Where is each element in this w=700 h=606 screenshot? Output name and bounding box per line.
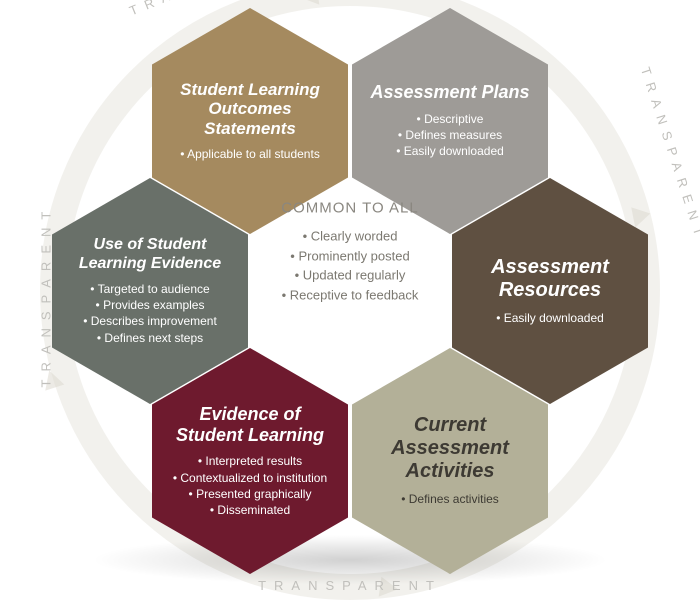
hex-bullet: Interpreted results xyxy=(173,453,327,469)
hex-title: Assessment Plans xyxy=(370,82,529,103)
hex-title: Current Assessment Activities xyxy=(370,414,530,483)
center-bullet: Clearly worded xyxy=(265,227,435,247)
hex-bullet: Defines next steps xyxy=(83,330,217,346)
hex-bullet: Describes improvement xyxy=(83,313,217,329)
center-bullet: Prominently posted xyxy=(265,246,435,266)
hex-bullets: Applicable to all students xyxy=(180,146,320,162)
hex-title: Assessment Resources xyxy=(470,256,630,302)
hex-bullet: Targeted to audience xyxy=(83,281,217,297)
hex-title: Evidence of Student Learning xyxy=(170,404,330,445)
hex-bullet: Easily downloaded xyxy=(496,310,604,326)
ring-label-left: TRANSPARENT xyxy=(39,204,54,388)
hex-bullets: Defines activities xyxy=(401,491,499,507)
hex-bullets: Easily downloaded xyxy=(496,310,604,326)
center-common-to-all: COMMON TO ALL Clearly worded Prominently… xyxy=(265,200,435,305)
center-title: COMMON TO ALL xyxy=(265,200,435,217)
hex-bullet: Defines measures xyxy=(396,127,504,143)
diagram-stage: TRANSPARENT TRANSPARENT TRANSPARENT TRAN… xyxy=(0,0,700,606)
hex-title: Student Learning Outcomes Statements xyxy=(170,80,330,139)
hex-bullet: Presented graphically xyxy=(173,486,327,502)
hex-bullets: Targeted to audience Provides examples D… xyxy=(83,281,217,346)
hex-bullet: Applicable to all students xyxy=(180,146,320,162)
hex-title: Use of Student Learning Evidence xyxy=(70,236,230,273)
hex-bullet: Descriptive xyxy=(396,111,504,127)
ring-label-bottom: TRANSPARENT xyxy=(258,578,442,593)
hex-bullet: Defines activities xyxy=(401,491,499,507)
hex-bullet: Easily downloaded xyxy=(396,143,504,159)
center-bullet: Receptive to feedback xyxy=(265,285,435,305)
hex-bullets: Descriptive Defines measures Easily down… xyxy=(396,111,504,160)
hex-bullets: Interpreted results Contextualized to in… xyxy=(173,453,327,518)
hex-bullet: Disseminated xyxy=(173,502,327,518)
hex-bullet: Provides examples xyxy=(83,297,217,313)
center-bullet: Updated regularly xyxy=(265,266,435,286)
center-bullets: Clearly worded Prominently posted Update… xyxy=(265,227,435,305)
hex-bullet: Contextualized to institution xyxy=(173,470,327,486)
